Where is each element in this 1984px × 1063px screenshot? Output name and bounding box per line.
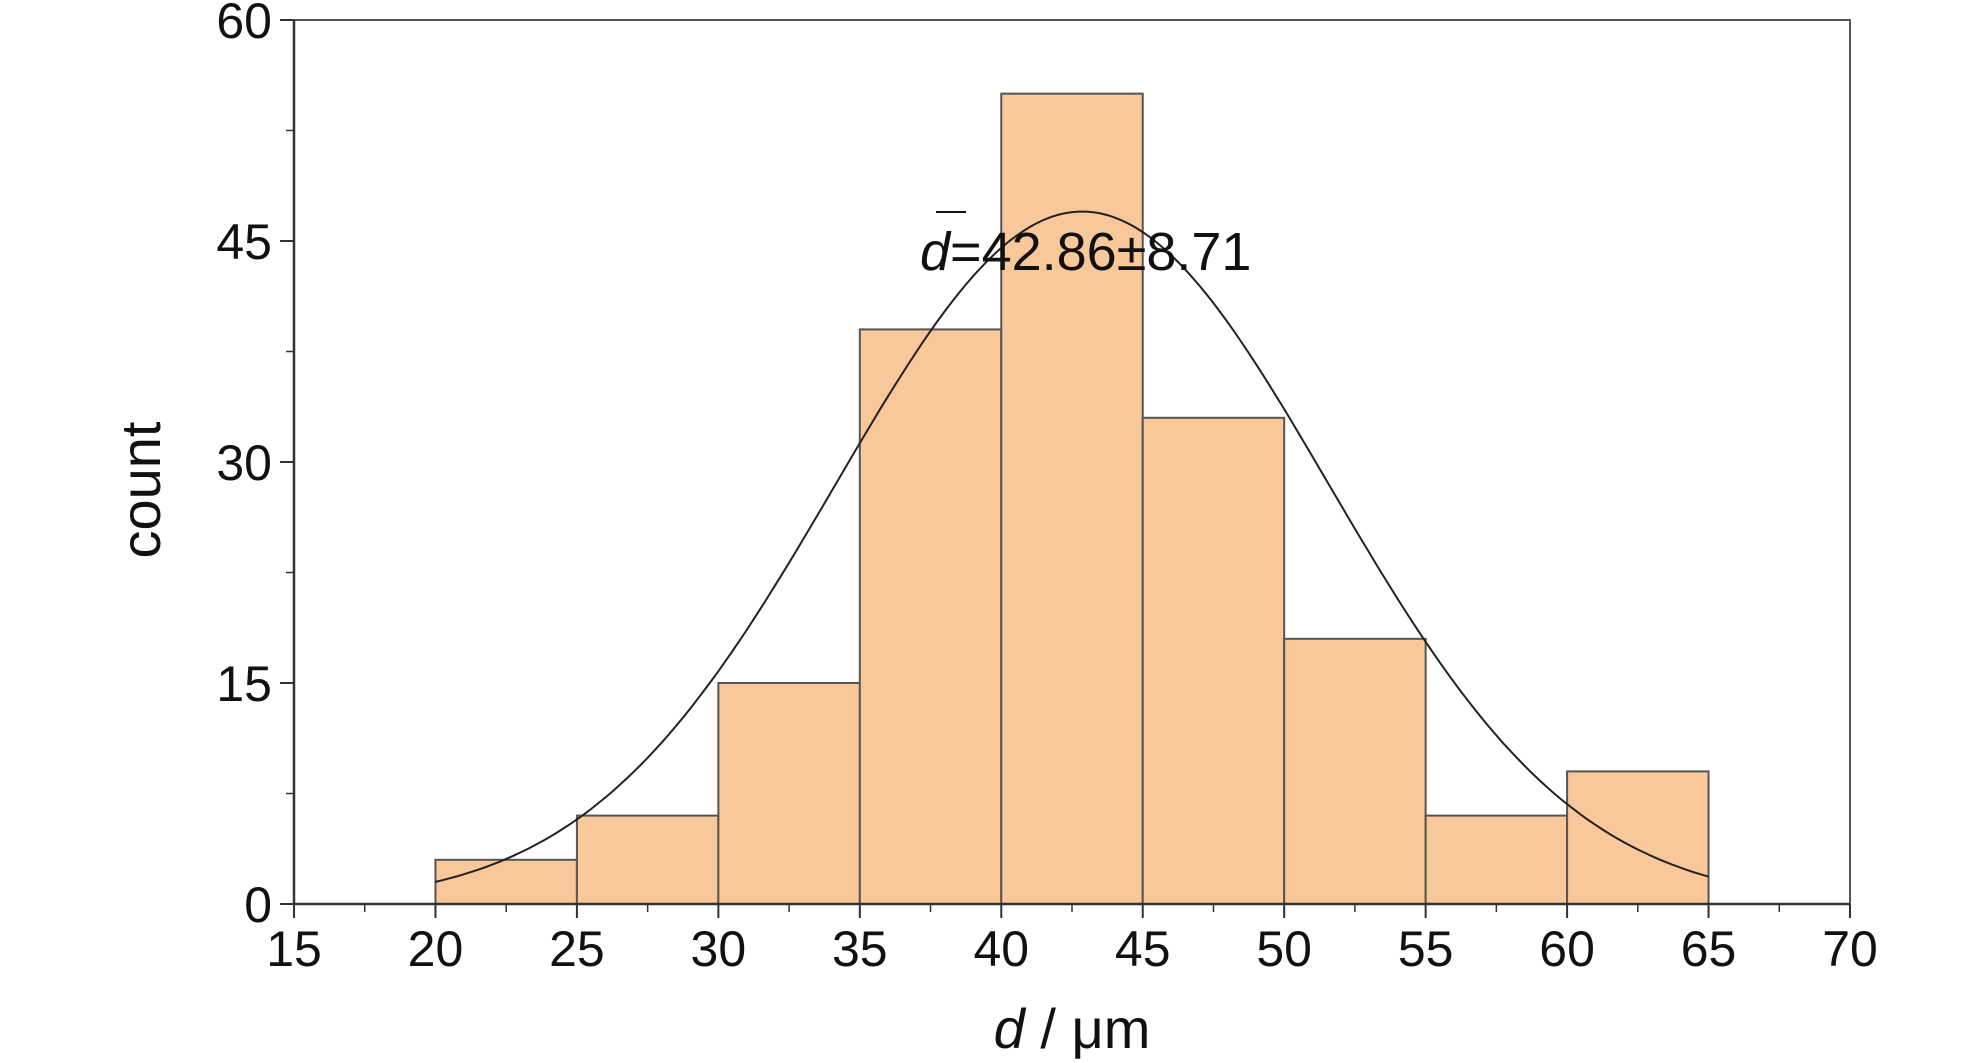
- x-axis-title: d / μm: [994, 997, 1151, 1060]
- x-tick-label-65: 65: [1681, 921, 1737, 977]
- histogram-bar-25-30: [575, 814, 720, 905]
- x-axis-title-unit: / μm: [1025, 997, 1151, 1060]
- bars-group: [434, 92, 1710, 906]
- x-tick-label-55: 55: [1398, 921, 1454, 977]
- normal-fit-curve: [435, 210, 1709, 883]
- x-ticks: 15 20 25 30 35 40 45 50 55 60 65 70: [266, 904, 1878, 977]
- y-tick-label-30: 30: [216, 435, 272, 491]
- histogram-bar-45-50: [1141, 416, 1286, 905]
- x-tick-label-60: 60: [1539, 921, 1595, 977]
- y-tick-label-60: 60: [216, 0, 272, 49]
- histogram-bar-35-40: [858, 328, 1003, 905]
- annotation: d=42.86±8.71: [920, 222, 1251, 282]
- annotation-symbol: d: [920, 222, 952, 282]
- histogram-bar-55-60: [1424, 814, 1569, 905]
- x-axis-title-symbol: d: [994, 997, 1027, 1060]
- y-tick-label-15: 15: [216, 656, 272, 712]
- x-tick-label-20: 20: [408, 921, 464, 977]
- histogram-bar-20-25: [434, 858, 578, 905]
- x-tick-label-45: 45: [1115, 921, 1171, 977]
- x-tick-label-35: 35: [832, 921, 888, 977]
- x-tick-label-40: 40: [973, 921, 1029, 977]
- x-tick-label-25: 25: [549, 921, 605, 977]
- x-tick-label-30: 30: [691, 921, 747, 977]
- histogram-bar-50-55: [1283, 637, 1427, 905]
- x-tick-label-70: 70: [1822, 921, 1878, 977]
- y-tick-label-0: 0: [244, 877, 272, 933]
- x-tick-label-50: 50: [1256, 921, 1312, 977]
- y-axis-title: count: [109, 421, 172, 558]
- x-tick-label-15: 15: [266, 921, 322, 977]
- annotation-value: =42.86±8.71: [950, 222, 1251, 282]
- y-tick-label-45: 45: [216, 214, 272, 270]
- y-ticks: 0 15 30 45 60: [216, 0, 294, 933]
- histogram-bar-40-45: [1000, 92, 1144, 905]
- histogram-bar-60-65: [1566, 770, 1710, 906]
- histogram-bar-30-35: [717, 682, 861, 905]
